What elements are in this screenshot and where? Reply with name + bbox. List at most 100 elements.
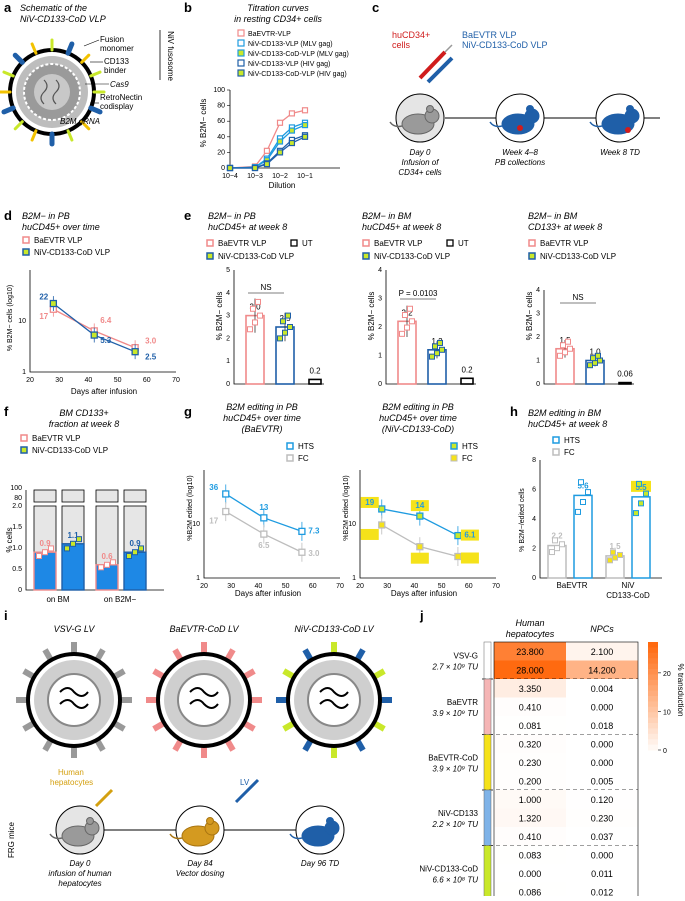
binder-spike — [30, 42, 38, 55]
tick-label: 80 — [14, 495, 22, 502]
data-label: 5.6 — [577, 481, 589, 490]
tick-label: 8 — [532, 457, 536, 464]
data-label: 1.1 — [67, 531, 79, 540]
data-point — [636, 480, 642, 487]
panel-letter: b — [184, 0, 192, 15]
tick-label: 4 — [536, 287, 540, 294]
panel-g-title: (NiV-CD133-CoD) — [382, 424, 454, 434]
colorbar-segment — [648, 690, 658, 697]
data-point — [226, 164, 234, 172]
editing-chart-niv: 20 30 40 50 60 70 1 10 19 14 6.1 9.6 3.8 2.5 — [348, 470, 500, 590]
panel-e-title: huCD45+ at week 8 — [208, 222, 287, 232]
data-point — [131, 348, 139, 356]
cell-value: 1.000 — [519, 795, 542, 805]
vlp-schematic — [0, 38, 106, 147]
tick-label: 60 — [217, 118, 225, 125]
group-label: NiV — [622, 581, 636, 590]
heatmap-cell — [566, 864, 638, 883]
group-dose: 6.6 × 10⁸ TU — [433, 875, 479, 884]
tick-label: 20 — [26, 377, 34, 384]
panel-letter: h — [510, 404, 518, 419]
colorbar-segment — [648, 733, 658, 740]
legend-swatch — [237, 29, 245, 37]
data-label: 6.5 — [258, 541, 270, 550]
data-point — [434, 350, 440, 357]
data-label: 17 — [209, 517, 218, 526]
fusion-spike — [1, 105, 16, 115]
tick-label: 4 — [532, 516, 536, 523]
data-label: 5.3 — [100, 336, 112, 345]
data-point — [251, 164, 259, 172]
label-retronectin: RetroNectin — [100, 93, 142, 102]
tick-label: 10−3 — [247, 173, 263, 180]
syringe-icon — [94, 788, 114, 808]
lv-capsid — [47, 673, 101, 727]
tick-label: 5 — [226, 267, 230, 274]
panel-i: i VSV-G LV BaEVTR-CoD LV NiV-CD133-CoD L… — [4, 608, 392, 888]
tick-label: 0 — [536, 381, 540, 388]
data-point — [407, 305, 413, 312]
heatmap-cell — [494, 734, 566, 753]
significance-label: P = 0.0103 — [399, 289, 438, 298]
cell-value: 0.086 — [519, 888, 542, 897]
lentivirus-schematics — [16, 642, 392, 758]
panel-f-title: BM CD133+ — [59, 408, 108, 418]
data-point — [590, 355, 596, 362]
panel-g-title: huCD45+ over time — [379, 413, 457, 423]
data-point — [612, 554, 618, 561]
tick-label: 0 — [378, 381, 382, 388]
data-point — [298, 548, 306, 556]
data-point — [280, 318, 286, 325]
label-highlight — [410, 500, 429, 512]
tick-label: 0 — [18, 587, 22, 594]
cell-value: 0.410 — [519, 703, 542, 713]
data-point — [263, 161, 271, 168]
heatmap: VSV-G 2.7 × 10⁹ TU 23.800 2.100 28.000 14.200… — [419, 641, 671, 901]
binder-spike — [80, 53, 91, 64]
group-dose: 3.9 × 10⁹ TU — [432, 709, 478, 718]
heatmap-cell — [566, 827, 638, 846]
group-label: CD133-CoD — [606, 591, 650, 600]
tick-label: 10−2 — [272, 173, 288, 180]
data-label: 2.2 — [551, 532, 563, 541]
data-point — [260, 530, 268, 538]
tick-label: 60 — [309, 583, 317, 590]
step-label: Day 84 — [187, 859, 213, 868]
panel-e: e B2M− in PB huCD45+ at week 8 B2M− in B… — [184, 208, 634, 388]
legend-label: FC — [564, 448, 575, 457]
data-point — [554, 545, 560, 552]
heatmap-cell — [494, 679, 566, 698]
panel-letter: i — [4, 608, 8, 623]
fusion-spike — [65, 41, 75, 56]
cell-value: 0.083 — [519, 851, 542, 861]
tick-label: 40 — [85, 377, 93, 384]
lv-capsid — [307, 673, 361, 727]
cell-value: 0.410 — [519, 832, 542, 842]
panel-a-title: Schematic of the — [20, 3, 87, 13]
axis-line — [229, 90, 340, 169]
data-point — [557, 352, 563, 359]
cell-value: 0.000 — [591, 703, 614, 713]
data-point — [288, 139, 296, 147]
heatmap-cell — [494, 660, 566, 679]
panel-d-title: B2M− in PB — [22, 211, 70, 221]
cell-value: 0.000 — [519, 869, 542, 879]
cell-value: 3.350 — [519, 684, 542, 694]
heatmap-cell — [494, 827, 566, 846]
step-label: hepatocytes — [58, 879, 101, 888]
cell-value: 2.100 — [591, 647, 614, 657]
panel-a-title: NiV-CD133-CoD VLP — [20, 14, 106, 24]
bar — [308, 378, 322, 385]
axis-line — [359, 470, 496, 579]
tick-label: 30 — [383, 583, 391, 590]
colorbar-segment — [648, 663, 658, 670]
legend-label: BaEVTR-VLP — [248, 31, 291, 38]
label-mice: FRG mice — [7, 821, 16, 858]
tick-label: 40 — [411, 583, 419, 590]
colorbar-segment — [648, 647, 658, 654]
data-point — [282, 329, 288, 336]
lv-genome — [319, 687, 349, 709]
data-point — [643, 490, 649, 497]
tick-label: 20 — [217, 149, 225, 156]
